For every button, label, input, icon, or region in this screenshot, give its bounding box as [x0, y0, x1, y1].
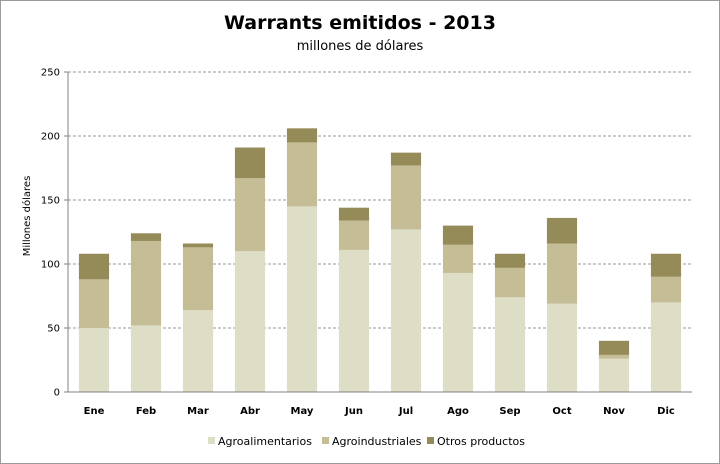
bar-agroalimentarios-sep [494, 297, 526, 392]
bar-agroalimentarios-ene [78, 328, 110, 392]
chart-title: Warrants emitidos - 2013 [224, 12, 496, 34]
bar-agroindustriales-jun [338, 220, 370, 250]
bar-agroalimentarios-jul [390, 229, 422, 392]
x-tick-label: Nov [603, 406, 625, 417]
legend: Agroalimentarios Agroindustriales Otros pr… [208, 435, 525, 448]
bar-agroalimentarios-ago [442, 272, 474, 392]
x-tick-label: Sep [499, 406, 520, 417]
bar-otros-productos-may [286, 128, 318, 143]
x-tick-label: Jul [398, 406, 413, 417]
legend-label: Otros productos [437, 435, 525, 448]
y-axis-label: Millones dólares [21, 176, 33, 257]
bar-otros-productos-mar [182, 243, 214, 248]
x-tick-label: Abr [240, 406, 260, 417]
legend-label: Agroindustriales [332, 435, 422, 448]
grid-lines [68, 71, 692, 329]
chart-subtitle: millones de dólares [296, 39, 424, 54]
bar-agroindustriales-mar [182, 247, 214, 311]
y-tick-label: 250 [41, 68, 60, 79]
bar-agroindustriales-oct [546, 243, 578, 304]
bar-agroalimentarios-abr [234, 251, 266, 392]
x-tick-label: Ago [447, 406, 469, 417]
bar-agroalimentarios-may [286, 206, 318, 392]
x-tick-label: Feb [136, 406, 156, 417]
y-tick-label: 150 [41, 196, 60, 207]
x-tick-label: Jun [344, 406, 363, 417]
bar-agroindustriales-jul [390, 165, 422, 230]
x-tick-label: Oct [552, 406, 571, 417]
legend-swatch [322, 437, 329, 444]
bar-agroindustriales-nov [598, 354, 630, 359]
bar-agroalimentarios-dic [650, 302, 682, 392]
x-tick-label: Mar [187, 406, 209, 417]
bar-agroindustriales-ene [78, 279, 110, 328]
y-tick-label: 100 [41, 260, 60, 271]
bar-agroalimentarios-mar [182, 310, 214, 392]
bar-agroalimentarios-nov [598, 358, 630, 392]
bar-agroindustriales-dic [650, 276, 682, 303]
y-tick-label: 200 [41, 132, 60, 143]
x-tick-label: Ene [84, 406, 105, 417]
bar-otros-productos-dic [650, 253, 682, 277]
bar-otros-productos-feb [130, 233, 162, 241]
bar-agroalimentarios-feb [130, 325, 162, 392]
y-tick-label: 0 [54, 388, 60, 399]
bar-agroindustriales-feb [130, 240, 162, 326]
legend-label: Agroalimentarios [218, 435, 312, 448]
bar-otros-productos-ago [442, 225, 474, 245]
bar-otros-productos-oct [546, 217, 578, 244]
y-tick-label: 50 [47, 324, 60, 335]
bar-agroindustriales-ago [442, 244, 474, 273]
bar-otros-productos-jun [338, 207, 370, 221]
bar-otros-productos-ene [78, 253, 110, 280]
bar-agroindustriales-sep [494, 267, 526, 298]
bar-otros-productos-jul [390, 152, 422, 166]
bar-agroindustriales-may [286, 142, 318, 207]
legend-swatch [427, 437, 434, 444]
x-tick-label: May [291, 406, 314, 417]
bars [78, 128, 682, 392]
bar-otros-productos-abr [234, 147, 266, 179]
bar-agroindustriales-abr [234, 178, 266, 252]
bar-agroalimentarios-oct [546, 303, 578, 392]
x-tick-label: Dic [657, 406, 675, 417]
bar-otros-productos-nov [598, 340, 630, 355]
bar-agroalimentarios-jun [338, 249, 370, 392]
axes: 0 50 100 150 200 250 Ene Feb Mar Abr May Jun Jul Ago S… [41, 68, 692, 417]
bar-otros-productos-sep [494, 253, 526, 268]
legend-swatch [208, 437, 215, 444]
